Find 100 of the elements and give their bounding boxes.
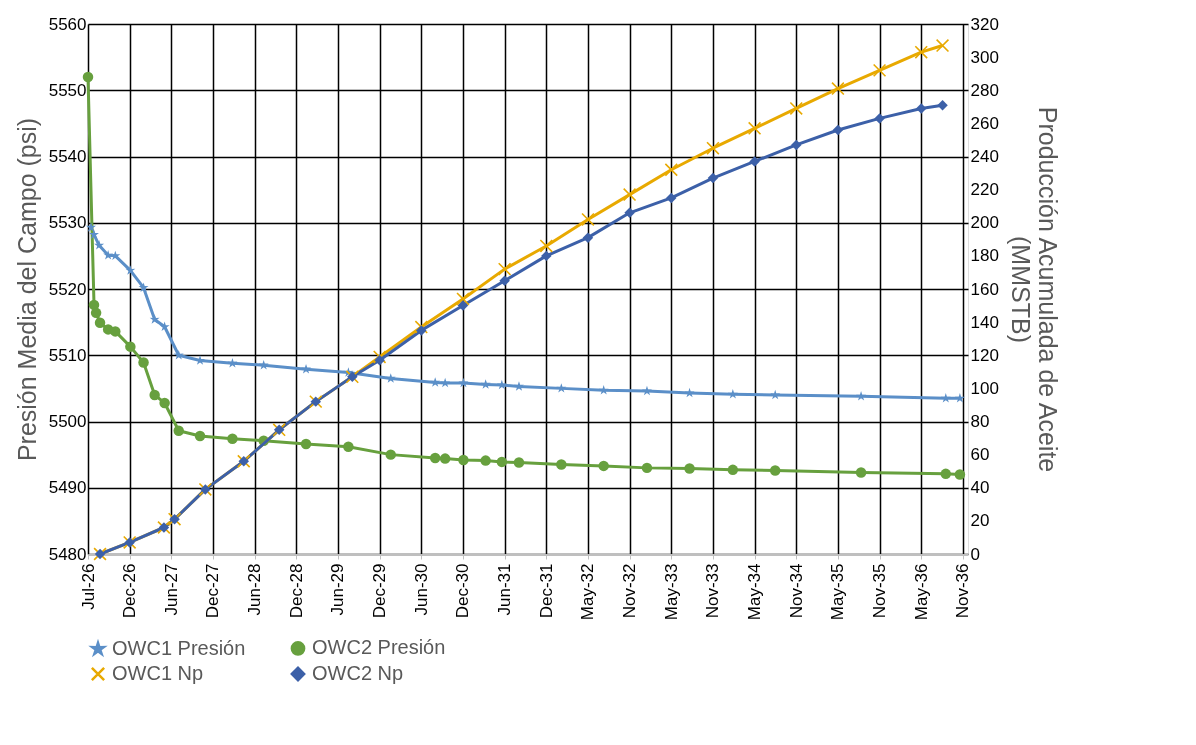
- point: [138, 282, 149, 292]
- point: [770, 389, 781, 400]
- point: [791, 139, 802, 151]
- y2-tick-label: 20: [970, 511, 990, 531]
- x-tick-label: Jun-27: [161, 563, 181, 616]
- point: [856, 391, 867, 401]
- point: [940, 393, 951, 403]
- x-tick-label: May-35: [828, 563, 848, 621]
- x-tick-label: Nov-36: [953, 563, 973, 619]
- point: [194, 430, 206, 442]
- y-tick-label: 5510: [48, 345, 87, 365]
- point: [641, 462, 653, 474]
- y2-tick-label: 220: [970, 180, 999, 200]
- point: [300, 438, 312, 450]
- point: [499, 275, 510, 286]
- point: [622, 187, 637, 202]
- y-tick-label: 5480: [48, 544, 87, 564]
- point: [624, 207, 635, 219]
- y-tick-label: 5560: [48, 14, 87, 34]
- point: [497, 262, 512, 276]
- y2-tick-label: 80: [970, 412, 990, 431]
- y2-tick-label: 160: [970, 279, 999, 299]
- x-tick-label: Nov-32: [620, 563, 640, 619]
- y2-axis-title: Producción Acumulada de Aceite (MMSTB): [1006, 106, 1062, 473]
- point: [664, 163, 678, 177]
- point: [372, 350, 387, 364]
- point: [496, 456, 508, 468]
- point: [456, 292, 470, 306]
- point: [416, 325, 427, 336]
- x-tick-label: Dec-30: [453, 563, 473, 619]
- point: [727, 389, 738, 399]
- x-tick-label: Dec-31: [536, 563, 556, 619]
- x-tick-label: Jun-30: [411, 563, 431, 616]
- y2-tick-label: 280: [970, 80, 999, 100]
- x-tick-label: Jul-26: [78, 563, 98, 610]
- y2-tick-label: 60: [970, 445, 990, 465]
- y2-tick-label: 100: [970, 378, 999, 398]
- point: [227, 433, 238, 444]
- x-tick-label: Dec-28: [286, 563, 306, 619]
- y-axis-title: Presión Media del Campo (psi): [12, 117, 41, 462]
- point: [94, 240, 105, 250]
- point: [832, 124, 844, 136]
- point: [173, 350, 184, 360]
- point: [727, 464, 739, 476]
- point: [556, 459, 567, 470]
- point: [916, 103, 927, 114]
- x-tick-label: Nov-34: [786, 563, 806, 619]
- point: [935, 38, 950, 53]
- point: [749, 156, 760, 167]
- point: [855, 467, 867, 478]
- point: [149, 389, 160, 401]
- point: [582, 232, 594, 243]
- y-tick-label: 5500: [48, 412, 87, 431]
- point: [831, 81, 845, 96]
- point: [541, 250, 552, 262]
- point: [125, 341, 136, 352]
- point: [385, 449, 396, 460]
- legend-label: OWC1 Presión: [112, 637, 246, 659]
- point: [513, 381, 524, 391]
- point: [138, 357, 149, 368]
- point: [149, 314, 160, 324]
- x-tick-label: Dec-27: [203, 563, 223, 619]
- point: [258, 359, 269, 370]
- x-tick-label: Dec-29: [370, 563, 390, 619]
- x-tick-label: Jun-31: [495, 563, 515, 616]
- y2-tick-label: 240: [970, 147, 999, 166]
- point: [159, 321, 170, 332]
- point: [110, 326, 121, 337]
- point: [954, 469, 966, 480]
- y2-tick-label: 200: [970, 213, 999, 233]
- point: [769, 465, 781, 476]
- point: [789, 101, 803, 116]
- point: [227, 357, 238, 368]
- point: [598, 460, 609, 472]
- point: [874, 113, 885, 124]
- point: [457, 300, 469, 311]
- x-tick-label: Jun-28: [245, 563, 265, 616]
- y2-tick-label: 120: [970, 345, 999, 365]
- point: [414, 320, 429, 334]
- x-tick-label: May-32: [578, 563, 598, 621]
- y2-tick-label: 40: [970, 478, 990, 498]
- point: [89, 229, 99, 239]
- point: [954, 393, 965, 403]
- legend-label: OWC1 Np: [112, 662, 204, 684]
- y2-tick-label: 0: [970, 544, 980, 564]
- x-tick-label: May-36: [911, 563, 931, 621]
- y-tick-label: 5520: [48, 279, 87, 299]
- point: [458, 454, 469, 466]
- point: [666, 192, 677, 204]
- point: [872, 63, 887, 78]
- y2-tick-label: 320: [970, 14, 999, 34]
- point: [556, 383, 567, 393]
- point: [706, 141, 720, 155]
- point: [429, 452, 441, 464]
- y2-tick-label: 300: [970, 47, 999, 67]
- point: [581, 212, 595, 227]
- point: [82, 71, 94, 83]
- y-tick-label: 5550: [48, 80, 87, 100]
- x-tick-label: Jun-29: [328, 563, 348, 616]
- point: [707, 172, 719, 184]
